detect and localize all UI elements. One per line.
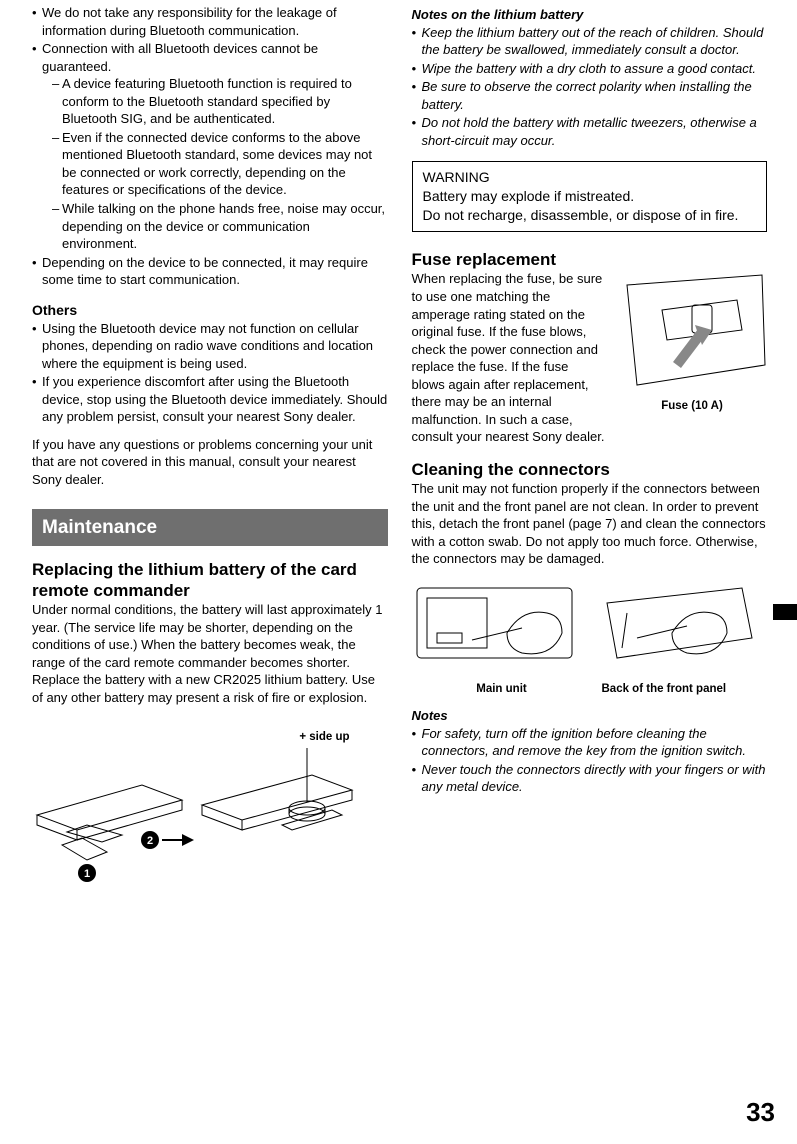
- list-item: Wipe the battery with a dry cloth to ass…: [412, 60, 768, 78]
- notes-heading: Notes: [412, 707, 768, 725]
- list-item: For safety, turn off the ignition before…: [412, 725, 768, 760]
- list-item: Be sure to observe the correct polarity …: [412, 78, 768, 113]
- side-tab-marker: [773, 604, 797, 620]
- cleaning-notes-list: For safety, turn off the ignition before…: [412, 725, 768, 796]
- list-item: While talking on the phone hands free, n…: [42, 200, 388, 253]
- warning-line1: Battery may explode if mistreated.: [423, 187, 757, 206]
- svg-text:2: 2: [147, 835, 153, 847]
- fuse-body: When replacing the fuse, be sure to use …: [412, 270, 606, 445]
- replace-battery-heading: Replacing the lithium battery of the car…: [32, 560, 388, 601]
- replace-battery-body: Under normal conditions, the battery wil…: [32, 601, 388, 706]
- battery-diagram-svg: 1 2: [32, 730, 372, 890]
- list-item-text: Connection with all Bluetooth devices ca…: [42, 41, 318, 74]
- list-item: Even if the connected device conforms to…: [42, 129, 388, 199]
- questions-paragraph: If you have any questions or problems co…: [32, 436, 388, 489]
- maintenance-section-bar: Maintenance: [32, 509, 388, 547]
- bluetooth-bullets: We do not take any responsibility for th…: [32, 4, 388, 289]
- list-item: Using the Bluetooth device may not funct…: [32, 320, 388, 373]
- notes-lithium-heading: Notes on the lithium battery: [412, 6, 768, 24]
- left-column: We do not take any responsibility for th…: [32, 4, 388, 890]
- list-item: We do not take any responsibility for th…: [32, 4, 388, 39]
- fuse-section: Fuse replacement When replacing the fuse…: [412, 250, 768, 446]
- right-column: Notes on the lithium battery Keep the li…: [412, 4, 768, 890]
- list-item: If you experience discomfort after using…: [32, 373, 388, 426]
- battery-figure: + side up 1 2: [32, 730, 388, 890]
- fuse-caption: Fuse (10 A): [617, 399, 767, 415]
- side-up-label: + side up: [299, 730, 349, 746]
- list-item: Do not hold the battery with metallic tw…: [412, 114, 768, 149]
- list-item: Keep the lithium battery out of the reac…: [412, 24, 768, 59]
- main-unit-caption: Main unit: [432, 682, 572, 698]
- page-number: 33: [746, 1095, 775, 1130]
- list-item: Never touch the connectors directly with…: [412, 761, 768, 796]
- cleaning-figure: Main unit Back of the front panel: [412, 578, 768, 697]
- warning-line2: Do not recharge, disassemble, or dispose…: [423, 206, 757, 225]
- cleaning-heading: Cleaning the connectors: [412, 460, 768, 480]
- fuse-heading: Fuse replacement: [412, 250, 768, 270]
- sub-dashes: A device featuring Bluetooth function is…: [42, 75, 388, 252]
- svg-text:1: 1: [84, 868, 90, 880]
- others-heading: Others: [32, 301, 388, 320]
- fuse-diagram-svg: [617, 270, 767, 390]
- warning-title: WARNING: [423, 168, 757, 187]
- fuse-figure: Fuse (10 A): [617, 270, 767, 414]
- back-panel-caption: Back of the front panel: [602, 682, 742, 698]
- list-item: Depending on the device to be connected,…: [32, 254, 388, 289]
- others-bullets: Using the Bluetooth device may not funct…: [32, 320, 388, 426]
- notes-lithium-list: Keep the lithium battery out of the reac…: [412, 24, 768, 150]
- cleaning-diagram-svg: [412, 578, 762, 673]
- list-item: Connection with all Bluetooth devices ca…: [32, 40, 388, 253]
- warning-box: WARNING Battery may explode if mistreate…: [412, 161, 768, 232]
- list-item: A device featuring Bluetooth function is…: [42, 75, 388, 128]
- cleaning-body: The unit may not function properly if th…: [412, 480, 768, 568]
